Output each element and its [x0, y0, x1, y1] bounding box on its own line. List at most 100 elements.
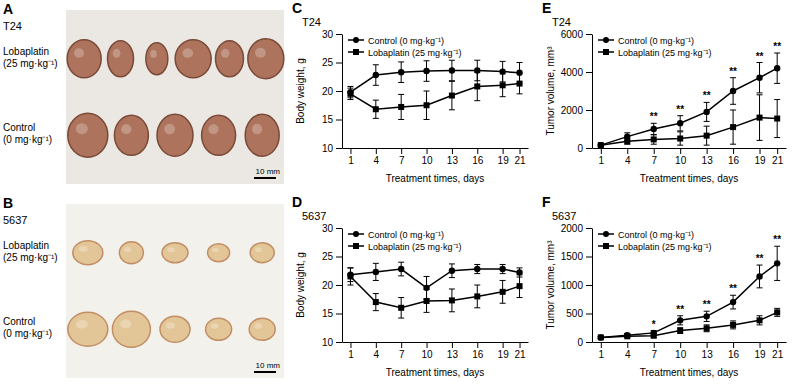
error-bar: [517, 275, 523, 298]
tick-mark: [401, 148, 402, 154]
error-bar-cap: [398, 262, 404, 263]
tick-mark: [777, 342, 778, 348]
tick-label: 19: [754, 349, 766, 360]
error-bar: [774, 53, 780, 83]
chart-title: T24: [302, 16, 321, 28]
annotation: **: [773, 41, 781, 52]
tick-mark: [586, 342, 592, 343]
legend-label: Control (0 mg·kg⁻¹): [618, 36, 694, 46]
tick: 2000: [561, 105, 592, 116]
data-point: [499, 266, 505, 272]
photo-background: [66, 204, 284, 378]
tick-mark: [376, 148, 377, 154]
error-bar: [757, 316, 763, 325]
data-point: [624, 333, 630, 339]
error-bar: [373, 100, 379, 118]
error-bar-cap: [624, 132, 630, 133]
error-bar-cap: [704, 102, 710, 103]
error-bar: [730, 295, 736, 309]
error-bar: [449, 264, 455, 278]
legend-marker: [603, 37, 609, 43]
tick: 7: [651, 148, 657, 166]
tick-label: 2000: [561, 223, 584, 234]
panel-letter: C: [292, 0, 302, 16]
tick-label: 1500: [561, 251, 584, 262]
error-bar-cap: [651, 123, 657, 124]
row-label: (0 mg·kg⁻¹): [3, 134, 52, 145]
tick-mark: [627, 342, 628, 348]
error-bar-cap: [373, 293, 379, 294]
error-bar: [651, 123, 657, 134]
data-point: [474, 266, 480, 272]
tick: 10: [675, 342, 687, 360]
error-bar-cap: [500, 73, 506, 74]
plot-area: [347, 262, 522, 318]
tumor-highlight: [76, 320, 88, 329]
tick-label: 10: [322, 143, 334, 154]
tick-label: 16: [728, 155, 740, 166]
tumor-highlight: [255, 48, 266, 58]
panel-letter: B: [3, 195, 13, 211]
annotation: **: [676, 104, 684, 115]
chart-title: 5637: [302, 210, 326, 222]
legend-marker: [353, 243, 359, 249]
tick-label: 4000: [561, 67, 584, 78]
tick-label: 4: [625, 349, 631, 360]
error-bar-cap: [677, 115, 683, 116]
data-point: [423, 68, 429, 74]
panel-letter: F: [542, 194, 551, 210]
data-point: [598, 334, 604, 340]
error-bar: [398, 262, 404, 276]
tick-mark: [733, 342, 734, 348]
tick-label: 1000: [561, 280, 584, 291]
tick-mark: [452, 342, 453, 348]
tick-label: 1: [348, 155, 354, 166]
error-bar-cap: [757, 265, 763, 266]
tick: 13: [702, 148, 714, 166]
error-bar-cap: [398, 318, 404, 319]
tick-mark: [336, 91, 342, 92]
tick-mark: [503, 342, 504, 348]
plot-area: [598, 53, 781, 148]
error-bar-cap: [449, 311, 455, 312]
error-bar-cap: [500, 273, 506, 274]
error-bar-cap: [677, 130, 683, 131]
tick-label: 4: [625, 155, 631, 166]
y-axis-title: Tumor volume, mm³: [545, 46, 556, 136]
error-bar: [704, 325, 710, 332]
data-point: [449, 93, 455, 99]
photo-panel: B5637Lobaplatin(25 mg·kg⁻¹)Control(0 mg·…: [3, 195, 284, 378]
error-bar: [774, 100, 780, 138]
data-point: [598, 142, 604, 148]
axis-line: [342, 35, 343, 149]
error-bar-cap: [730, 328, 736, 329]
axis-line: [592, 35, 593, 149]
tick: 30: [322, 223, 342, 234]
tick-mark: [350, 342, 351, 348]
error-bar-cap: [347, 88, 353, 89]
x-axis-title: Treatment times, days: [386, 367, 485, 378]
error-bar-cap: [398, 61, 404, 62]
chart: CT2414710131619211015202530Treatment tim…: [292, 0, 529, 184]
axis-line: [343, 342, 529, 343]
tumor-highlight: [208, 124, 218, 134]
error-bar-cap: [500, 61, 506, 62]
legend-entry: Control (0 mg·kg⁻¹): [598, 230, 694, 240]
tick: 21: [772, 148, 784, 166]
panel-title: T24: [3, 20, 22, 32]
legend-label: Control (0 mg·kg⁻¹): [618, 230, 694, 240]
tick-mark: [336, 285, 342, 286]
error-bar: [347, 86, 353, 97]
tick-label: 4: [374, 349, 380, 360]
tumor-highlight: [254, 323, 262, 329]
data-point: [677, 120, 683, 126]
tumor: [162, 243, 188, 263]
tick: 16: [472, 148, 484, 166]
tick-mark: [427, 342, 428, 348]
chart: D563714710131619211015202530Treatment ti…: [292, 194, 529, 378]
tick-label: 10: [675, 349, 687, 360]
data-point: [398, 69, 404, 75]
data-point: [373, 299, 379, 305]
photo-background: [66, 10, 284, 184]
tumor-highlight: [113, 49, 121, 58]
